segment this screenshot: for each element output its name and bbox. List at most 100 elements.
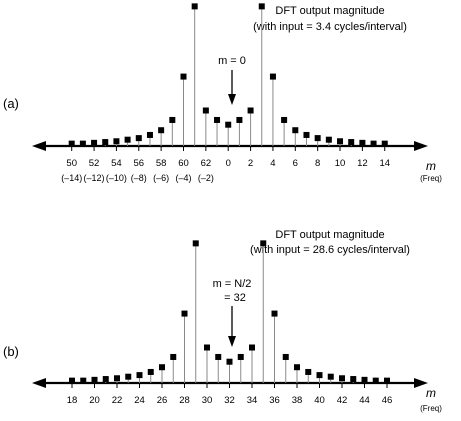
marker-a-11 (348, 139, 355, 146)
marker-a-4 (269, 73, 276, 80)
tick-label-b-6: 30 (202, 395, 213, 406)
tick-label-b-10: 38 (292, 395, 303, 406)
marker-b-41 (327, 373, 334, 380)
panel-a-frequency-axis (32, 141, 428, 151)
negative-label-a-1: (–12) (84, 173, 105, 183)
marker-a-2 (247, 107, 254, 114)
panel-b-axis-unit: (Freq) (420, 404, 442, 413)
marker-b-19 (80, 377, 87, 384)
panel-a-annotation-arrow-head (228, 94, 236, 105)
panel-a-axis-symbol: m (426, 159, 436, 173)
marker-a-59 (169, 116, 176, 123)
tick-label-b-7: 32 (224, 395, 235, 406)
marker-b-18 (69, 377, 75, 384)
marker-a-12 (359, 139, 366, 146)
panel-b-title-line1: DFT output magnitude (275, 229, 384, 241)
panel-a: DFT output magnitude (with input = 3.4 c… (3, 3, 442, 183)
panel-a-axis-unit: (Freq) (420, 174, 442, 183)
marker-a-13 (370, 140, 377, 147)
marker-b-44 (361, 376, 368, 383)
panel-a-negative-labels: (–14) (–12) (–10) (–8) (–6) (–4) (–2) (61, 173, 214, 183)
negative-label-a-3: (–8) (131, 173, 147, 183)
marker-a-51 (79, 140, 86, 147)
marker-a-14 (381, 140, 388, 147)
panel-b-markers (69, 240, 390, 384)
marker-b-28 (181, 310, 188, 317)
tick-label-a-1: 52 (89, 158, 100, 169)
negative-label-a-6: (–2) (198, 173, 214, 183)
marker-a-7 (303, 131, 310, 138)
marker-b-37 (282, 353, 289, 360)
tick-label-b-0: 18 (67, 395, 78, 406)
tick-label-a-0: 50 (66, 158, 77, 169)
marker-b-21 (102, 376, 109, 383)
marker-b-32 (226, 358, 233, 365)
negative-label-a-2: (–10) (106, 173, 127, 183)
tick-label-a-3: 56 (133, 158, 144, 169)
tick-label-b-12: 42 (337, 395, 348, 406)
tick-label-b-14: 46 (382, 395, 393, 406)
tick-label-a-11: 8 (315, 158, 320, 169)
panel-b: DFT output magnitude (with input = 28.6 … (3, 229, 442, 413)
tick-label-b-2: 22 (112, 395, 123, 406)
panel-a-title-line1: DFT output magnitude (275, 5, 384, 17)
tick-label-b-13: 44 (359, 395, 370, 406)
marker-b-43 (350, 376, 357, 383)
panel-a-markers (68, 3, 388, 147)
marker-a-58 (158, 127, 165, 134)
tick-label-b-9: 36 (269, 395, 280, 406)
panel-a-axis-right-arrow (414, 141, 428, 151)
marker-b-34 (249, 344, 255, 351)
marker-a-9 (325, 136, 332, 143)
marker-a-50 (68, 140, 75, 147)
marker-a-8 (314, 135, 321, 142)
panel-a-title-line2: (with input = 3.4 cycles/interval) (253, 21, 407, 33)
tick-label-a-2: 54 (111, 158, 122, 169)
panel-a-axis-left-arrow (32, 141, 46, 151)
marker-a-10 (337, 138, 344, 145)
marker-a-0 (225, 121, 232, 128)
panel-b-label: (b) (3, 344, 19, 359)
marker-b-38 (294, 364, 300, 371)
marker-b-26 (159, 364, 165, 371)
marker-a-54 (113, 138, 120, 145)
panel-b-annotation-arrow-head (228, 336, 236, 347)
marker-b-45 (372, 377, 379, 384)
panel-a-annotation: m = 0 (218, 55, 246, 67)
panel-b-annotation-line2: = 32 (224, 292, 246, 304)
marker-a-56 (135, 135, 142, 142)
tick-label-a-14: 14 (379, 158, 390, 169)
tick-label-a-5: 60 (178, 158, 189, 169)
tick-label-b-5: 28 (179, 395, 190, 406)
panel-a-tick-labels: 50 52 54 56 58 60 62 0 2 4 6 8 10 12 14 (66, 158, 390, 169)
marker-a-57 (146, 131, 153, 138)
panel-a-stems (71, 6, 386, 146)
negative-label-a-0: (–14) (61, 173, 82, 183)
marker-b-29 (192, 240, 199, 247)
tick-label-a-10: 6 (293, 158, 298, 169)
marker-b-22 (114, 375, 120, 382)
marker-a-62 (202, 107, 209, 114)
panel-a-annotation-line1: m = 0 (218, 55, 246, 67)
marker-b-40 (316, 372, 323, 379)
marker-b-39 (305, 368, 312, 375)
marker-a-1 (236, 116, 243, 123)
tick-label-a-4: 58 (156, 158, 167, 169)
marker-a-52 (91, 139, 98, 146)
panel-b-axis-symbol: m (426, 386, 436, 400)
marker-a-5 (281, 116, 288, 123)
tick-label-a-12: 10 (335, 158, 346, 169)
tick-label-b-1: 20 (89, 395, 100, 406)
marker-a-63 (214, 116, 221, 123)
marker-b-20 (91, 376, 98, 383)
tick-label-a-8: 2 (248, 158, 253, 169)
panel-b-axis-right-arrow (414, 378, 428, 388)
marker-b-46 (384, 377, 390, 384)
marker-a-61 (191, 3, 198, 10)
panel-b-ticks (71, 383, 388, 388)
panel-b-tick-labels: 18 20 22 24 26 28 30 32 34 36 38 40 42 44 46 (67, 395, 393, 406)
marker-a-55 (124, 136, 131, 143)
tick-label-a-7: 0 (226, 158, 231, 169)
marker-b-30 (204, 344, 210, 351)
